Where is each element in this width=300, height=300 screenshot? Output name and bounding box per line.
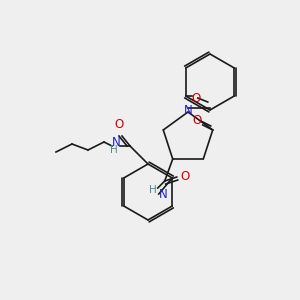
Text: N: N xyxy=(112,136,120,148)
Text: H: H xyxy=(110,145,118,155)
Text: O: O xyxy=(192,115,201,128)
Text: O: O xyxy=(192,92,201,104)
Text: N: N xyxy=(184,104,192,118)
Text: O: O xyxy=(114,118,124,131)
Text: N: N xyxy=(159,188,167,200)
Text: H: H xyxy=(149,185,157,195)
Text: O: O xyxy=(181,169,190,182)
